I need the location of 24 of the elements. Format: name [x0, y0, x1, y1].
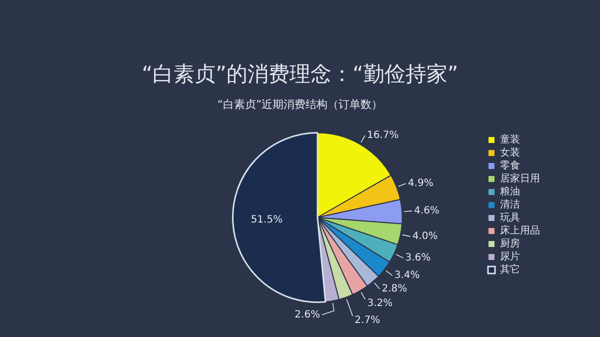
- data-label: 2.7%: [354, 314, 380, 326]
- data-label: 2.8%: [382, 284, 408, 295]
- legend-label: 女装: [500, 146, 520, 159]
- data-label: 3.4%: [394, 270, 420, 282]
- legend-label: 居家日用: [500, 172, 540, 185]
- legend-label: 厨房: [500, 238, 520, 250]
- chart-subtitle: “白素贞”近期消费结构（订单数）: [216, 97, 384, 112]
- legend-label: 童装: [500, 134, 520, 146]
- data-label: 3.2%: [367, 298, 393, 309]
- chart-title: “白素贞”的消费理念：“勤俭持家”: [140, 61, 460, 88]
- data-label: 4.6%: [414, 206, 440, 217]
- legend-label: 尿片: [500, 250, 520, 263]
- legend-label: 床上用品: [500, 224, 540, 237]
- data-label: 4.0%: [412, 231, 438, 242]
- data-label: 51.5%: [250, 214, 283, 226]
- data-label: 4.9%: [408, 178, 434, 190]
- legend-label: 粮油: [500, 186, 520, 198]
- data-label: 2.6%: [294, 309, 320, 320]
- legend-label: 其它: [500, 264, 520, 276]
- data-label: 16.7%: [366, 130, 399, 142]
- legend-label: 零食: [500, 160, 520, 172]
- legend-label: 玩具: [500, 212, 520, 224]
- legend-label: 清洁: [500, 198, 520, 211]
- data-label: 3.6%: [405, 252, 431, 264]
